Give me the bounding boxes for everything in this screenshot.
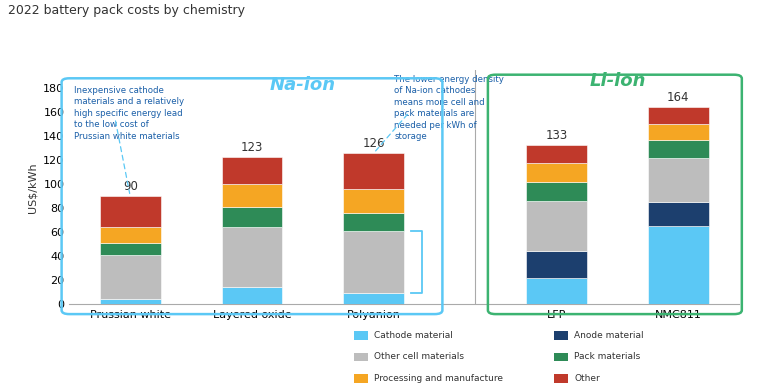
Text: Other: Other (574, 374, 600, 383)
Bar (526, 182, 587, 201)
Y-axis label: US$/kWh: US$/kWh (28, 162, 38, 213)
Text: 126: 126 (363, 137, 385, 150)
Bar (526, 201, 587, 252)
Bar (222, 207, 283, 227)
Bar (100, 300, 161, 304)
Bar (648, 202, 708, 226)
Bar (648, 107, 708, 124)
Bar (526, 163, 587, 182)
Bar (222, 227, 283, 287)
Bar (526, 145, 587, 163)
Text: Li-ion: Li-ion (589, 72, 646, 90)
Text: Anode material: Anode material (574, 331, 644, 340)
Text: Na-ion: Na-ion (270, 76, 336, 94)
Text: 90: 90 (122, 180, 138, 193)
Text: Other cell materials: Other cell materials (374, 352, 464, 362)
Text: 133: 133 (545, 129, 567, 142)
Text: 2022 battery pack costs by chemistry: 2022 battery pack costs by chemistry (8, 4, 245, 17)
Text: Cathode material: Cathode material (374, 331, 453, 340)
Bar (222, 157, 283, 184)
Bar (100, 255, 161, 300)
Text: 123: 123 (241, 141, 263, 154)
Bar (648, 140, 708, 158)
Text: The lower energy density
of Na-ion cathodes
means more cell and
pack materials a: The lower energy density of Na-ion catho… (394, 75, 504, 141)
Bar (648, 226, 708, 304)
Bar (100, 227, 161, 243)
Bar (343, 153, 404, 189)
Bar (222, 287, 283, 304)
Text: Inexpensive cathode
materials and a relatively
high specific energy lead
to the : Inexpensive cathode materials and a rela… (75, 86, 185, 141)
Bar (343, 293, 404, 304)
Bar (526, 278, 587, 304)
Text: Processing and manufacture: Processing and manufacture (374, 374, 504, 383)
Text: 164: 164 (667, 91, 690, 105)
Bar (648, 124, 708, 140)
Bar (343, 189, 404, 213)
Bar (343, 231, 404, 293)
Bar (100, 196, 161, 227)
Bar (222, 184, 283, 207)
Text: Pack materials: Pack materials (574, 352, 641, 362)
Bar (343, 213, 404, 231)
Bar (100, 243, 161, 255)
Bar (526, 252, 587, 278)
Bar (648, 158, 708, 202)
